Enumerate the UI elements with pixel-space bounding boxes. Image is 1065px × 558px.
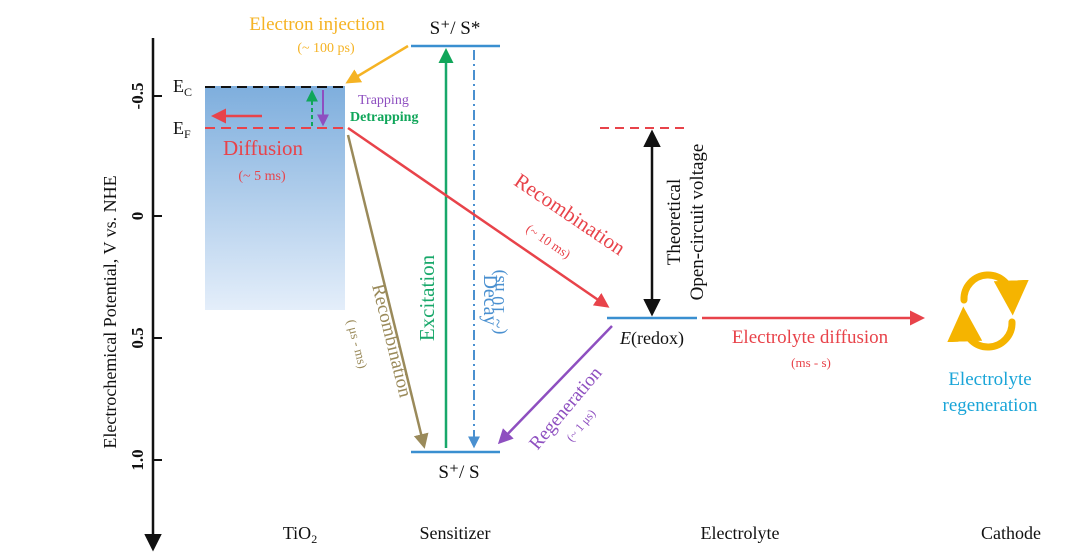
- axis-tick-label: 1.0: [128, 449, 147, 470]
- ef-label: EF: [173, 118, 191, 141]
- recombination-electrolyte-time: (~ 10 ms): [523, 221, 573, 262]
- recombination-dye-time: ( μs - ms): [344, 318, 371, 370]
- diffusion-time: (~ 5 ms): [238, 169, 286, 184]
- excited-state-label: S⁺/ S*: [430, 18, 481, 39]
- recombination-electrolyte-arrow: [347, 126, 610, 308]
- decay-time: (~ 10 ns): [488, 270, 509, 335]
- voltage-label-line1: Theoretical: [664, 179, 685, 266]
- trapping-label: Trapping: [358, 93, 409, 108]
- regeneration-cycle-icon: [947, 271, 1029, 351]
- column-label-electrolyte: Electrolyte: [701, 523, 780, 543]
- column-label-cathode: Cathode: [981, 523, 1041, 543]
- regeneration-label: Regeneration: [525, 363, 607, 454]
- cathode-regeneration-line2: regeneration: [943, 395, 1038, 416]
- axis-tick-label: 0.5: [128, 327, 147, 348]
- axis-ticks: -0.5 0 0.5 1.0: [128, 83, 162, 471]
- regeneration-arrow: [497, 325, 613, 445]
- excitation-label: Excitation: [415, 254, 439, 341]
- injection-time: (~ 100 ps): [297, 41, 355, 56]
- column-label-tio2: TiO2: [283, 523, 317, 546]
- detrapping-label: Detrapping: [350, 110, 418, 125]
- recombination-dye-arrow: [346, 134, 429, 449]
- ec-label: EC: [173, 76, 192, 99]
- recombination-dye-label: Recombination: [367, 282, 416, 400]
- injection-label: Electron injection: [249, 14, 385, 35]
- column-label-sensitizer: Sensitizer: [420, 523, 491, 543]
- diffusion-label: Diffusion: [223, 136, 304, 160]
- voltage-label-line2: Open-circuit voltage: [687, 144, 708, 301]
- electrolyte-diffusion-label: Electrolyte diffusion: [732, 327, 889, 348]
- cathode-regeneration-line1: Electrolyte: [948, 369, 1031, 390]
- axis-tick-label: -0.5: [128, 83, 147, 110]
- ground-state-label: S⁺/ S: [438, 462, 479, 483]
- decay-label: Decay: [479, 274, 501, 325]
- axis-tick-label: 0: [128, 212, 147, 221]
- injection-arrow: [345, 44, 409, 84]
- axis-label: Electrochemical Potential, V vs. NHE: [100, 175, 120, 448]
- redox-label: E(redox): [619, 328, 684, 349]
- electrolyte-diffusion-time: (ms - s): [791, 355, 831, 370]
